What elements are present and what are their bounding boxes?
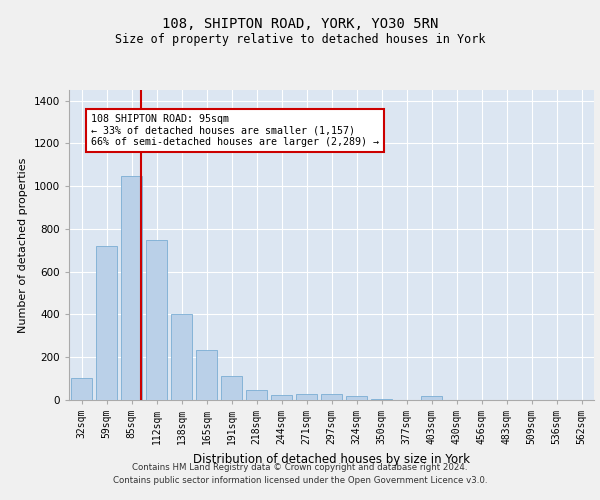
Bar [271,394,292,400]
Bar [196,350,217,400]
Text: Size of property relative to detached houses in York: Size of property relative to detached ho… [115,32,485,46]
Text: Contains public sector information licensed under the Open Government Licence v3: Contains public sector information licen… [113,476,487,485]
Bar [321,394,342,400]
Text: Contains HM Land Registry data © Crown copyright and database right 2024.: Contains HM Land Registry data © Crown c… [132,464,468,472]
Y-axis label: Number of detached properties: Number of detached properties [18,158,28,332]
Text: 108, SHIPTON ROAD, YORK, YO30 5RN: 108, SHIPTON ROAD, YORK, YO30 5RN [162,18,438,32]
X-axis label: Distribution of detached houses by size in York: Distribution of detached houses by size … [193,452,470,466]
Bar [121,176,142,400]
Bar [371,399,392,400]
Bar [71,378,92,400]
Bar [246,390,267,400]
Bar [96,246,117,400]
Bar [346,396,367,400]
Bar [421,396,442,400]
Bar [146,240,167,400]
Bar [296,394,317,400]
Bar [171,314,192,400]
Bar [221,376,242,400]
Text: 108 SHIPTON ROAD: 95sqm
← 33% of detached houses are smaller (1,157)
66% of semi: 108 SHIPTON ROAD: 95sqm ← 33% of detache… [91,114,379,146]
